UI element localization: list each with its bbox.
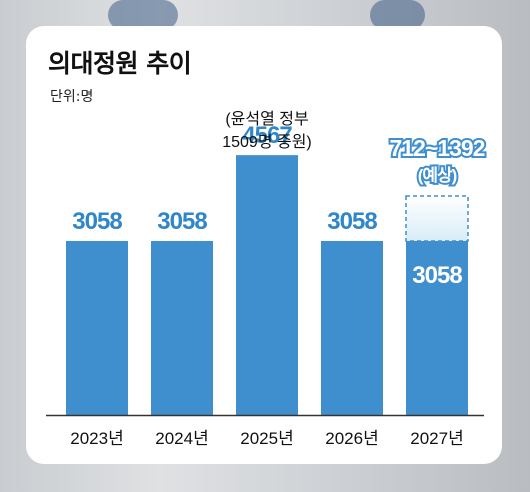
value-label: 3058	[72, 208, 122, 235]
background-shape	[370, 0, 425, 30]
bar-2026년	[321, 241, 383, 415]
value-label: 4567	[242, 122, 292, 149]
chart-unit: 단위:명	[50, 89, 94, 105]
value-label: 3058	[157, 208, 207, 235]
bar-2027년	[406, 241, 468, 415]
background-shape	[108, 0, 178, 30]
bar-2025년	[236, 155, 298, 415]
category-label: 2025년	[240, 429, 293, 448]
annotation-2025: (윤석열 정부	[225, 110, 308, 128]
bar-2023년	[66, 241, 128, 415]
category-label: 2023년	[70, 429, 123, 448]
projected-range-box	[405, 195, 469, 242]
annotation-2027: (예상)	[418, 166, 457, 185]
bar-2024년	[151, 241, 213, 415]
value-label: 3058	[412, 262, 462, 289]
annotation-2027: 712~1392	[390, 135, 485, 161]
category-label: 2024년	[155, 429, 208, 448]
chart-title: 의대정원 추이	[48, 49, 192, 78]
category-label: 2026년	[325, 429, 378, 448]
annotation-2025: 1509명 증원)	[222, 133, 312, 151]
value-label: 3058	[327, 208, 377, 235]
category-label: 2027년	[410, 429, 463, 448]
